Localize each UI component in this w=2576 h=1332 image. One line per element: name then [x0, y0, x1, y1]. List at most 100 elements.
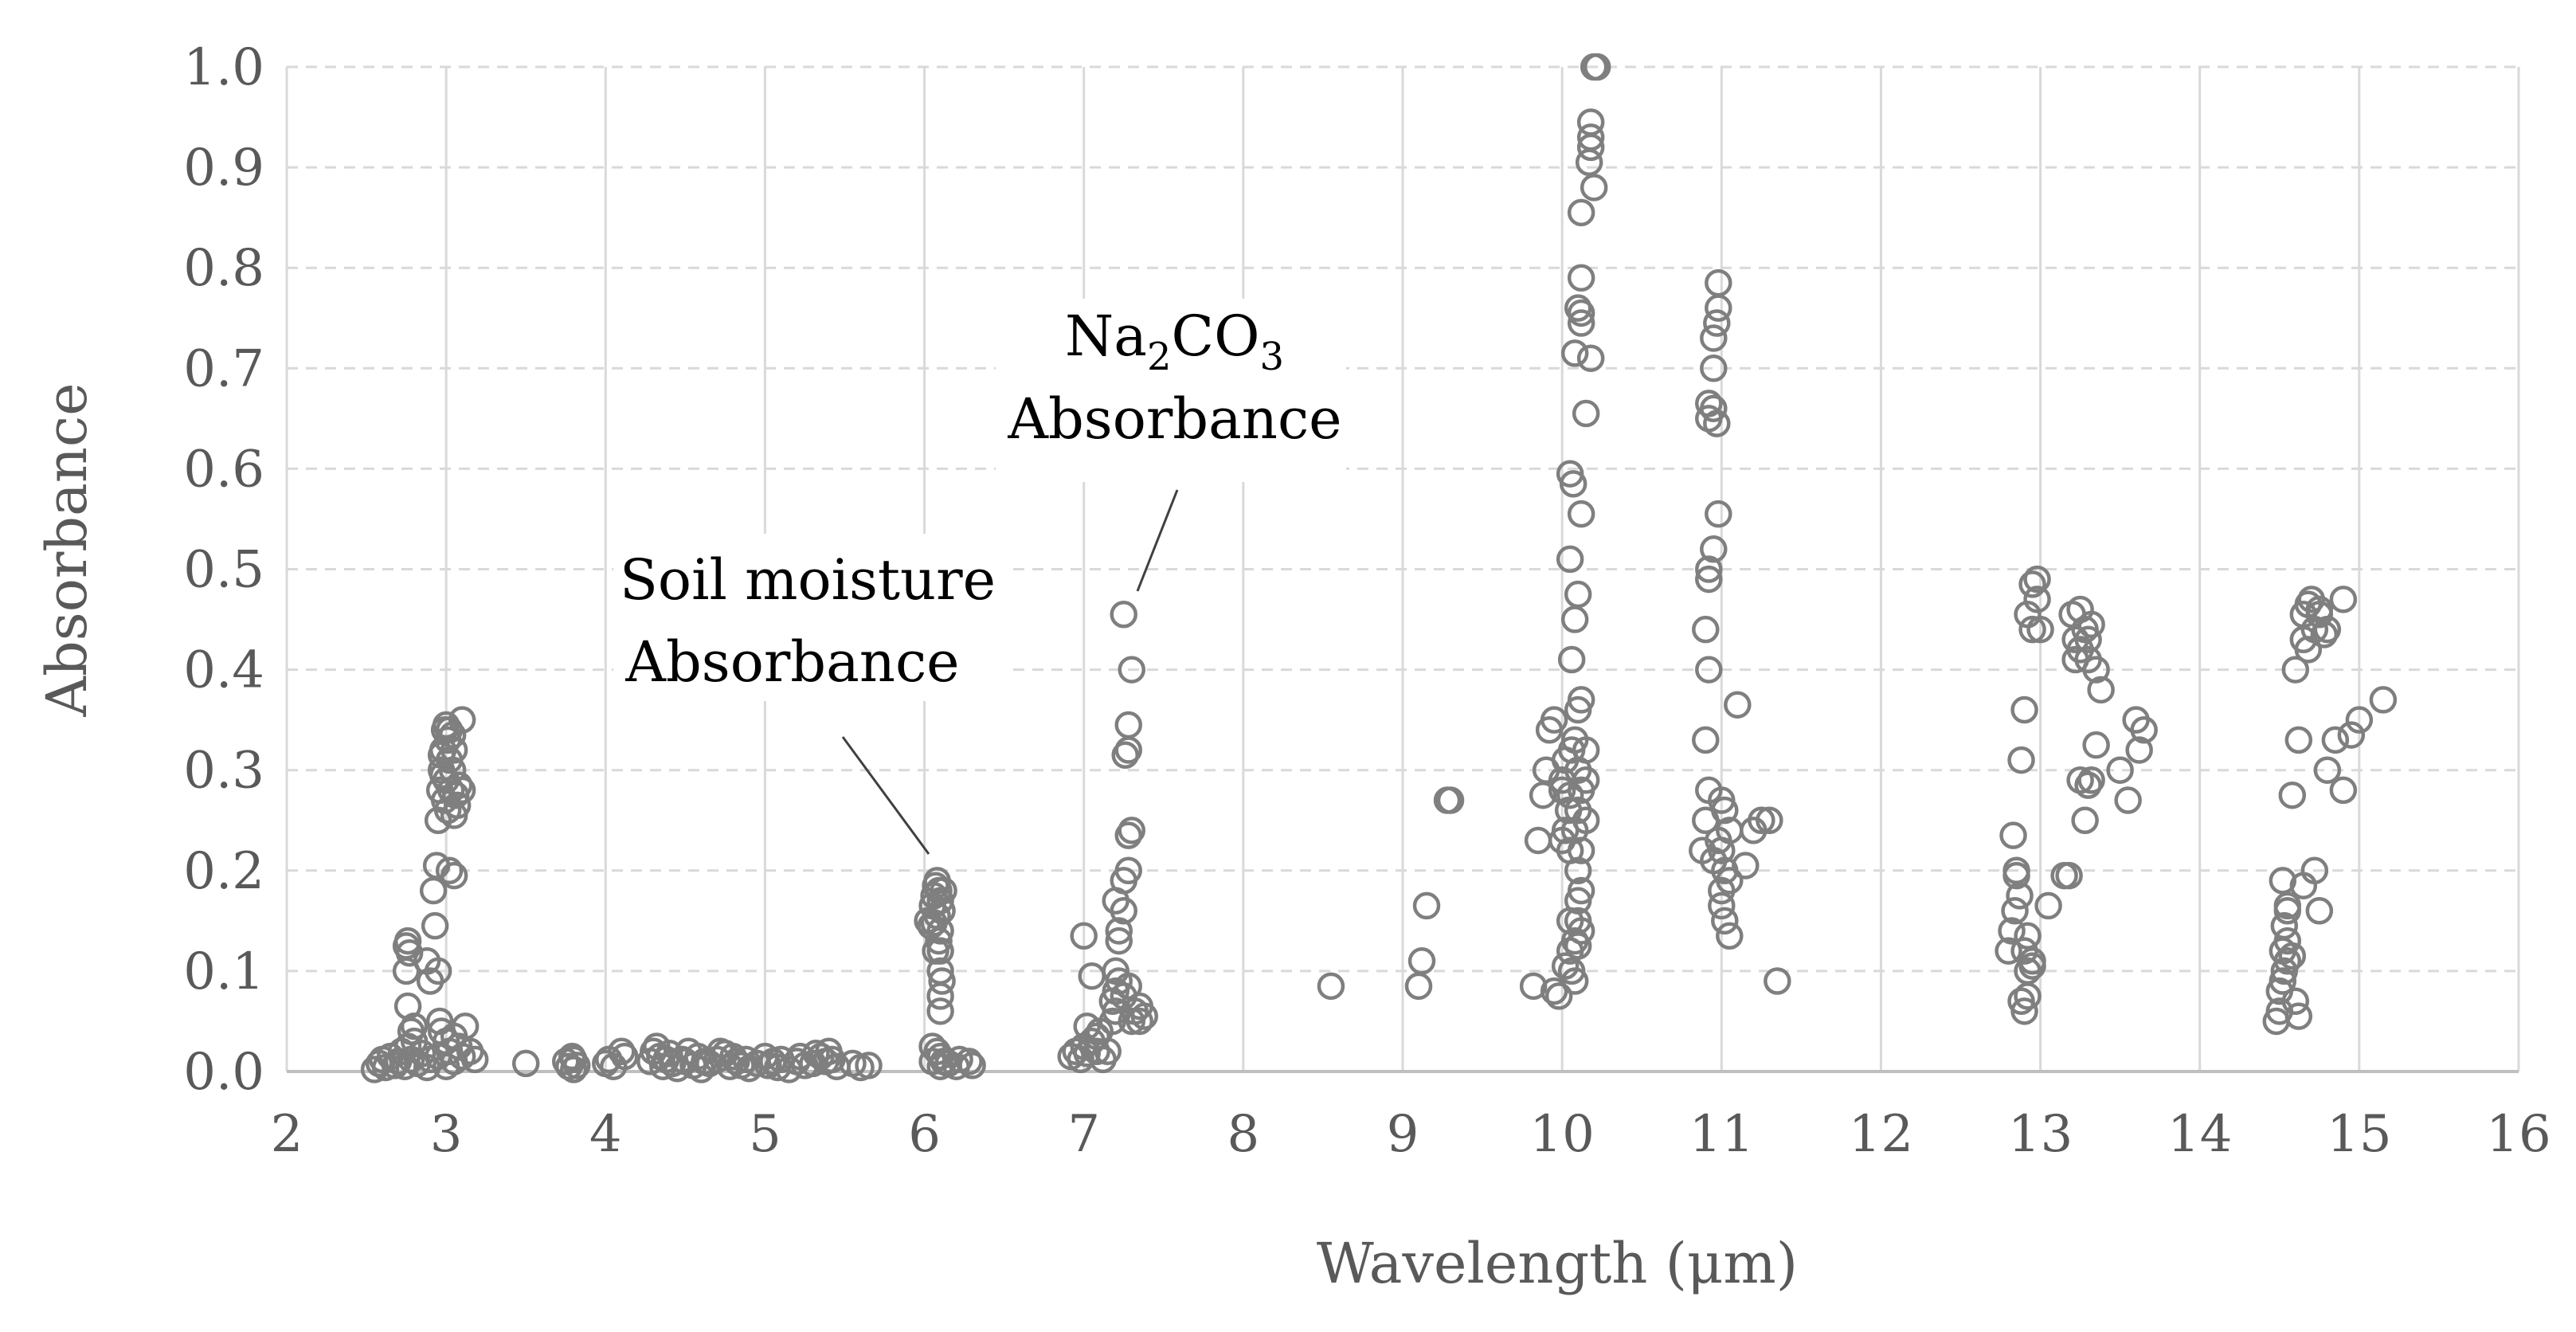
data-point	[2294, 636, 2323, 664]
data-point	[2270, 911, 2299, 940]
data-point	[1705, 500, 1732, 528]
data-point	[1540, 706, 1568, 734]
x-tick-label: 7	[1067, 1105, 1100, 1164]
data-point	[1110, 896, 1137, 925]
data-point	[2023, 565, 2051, 594]
data-point	[2305, 896, 2334, 925]
data-point	[928, 967, 956, 995]
data-point	[1564, 294, 1592, 322]
x-tick-label: 2	[271, 1105, 303, 1164]
data-point	[1700, 324, 1728, 352]
data-point	[460, 1045, 489, 1074]
data-point	[1560, 967, 1589, 995]
data-point	[1130, 1002, 1159, 1030]
x-tick-label: 8	[1227, 1105, 1259, 1164]
data-point	[1114, 972, 1143, 1001]
annotation-soil-moisture: Soil moisture Absorbance	[613, 534, 1012, 855]
data-point	[1711, 907, 1739, 935]
annotation-soil-bg	[613, 534, 1012, 701]
y-tick-label: 0.3	[183, 742, 264, 801]
data-point	[1564, 580, 1592, 609]
x-tick-label: 4	[589, 1105, 622, 1164]
data-point	[2082, 656, 2110, 684]
data-point	[2313, 756, 2342, 784]
data-point	[1567, 500, 1595, 528]
data-point	[2281, 656, 2310, 684]
y-tick-label: 0.8	[183, 239, 264, 298]
data-point	[1114, 711, 1143, 739]
data-point	[2281, 987, 2310, 1015]
x-tick-label: 12	[1849, 1105, 1913, 1164]
data-point	[1700, 535, 1728, 563]
data-point	[451, 1013, 480, 1040]
data-point	[1692, 615, 1720, 644]
annotation-na2co3: Na2CO3 Absorbance	[996, 299, 1346, 592]
data-point	[2369, 686, 2398, 714]
annotation-na2co3-bg	[996, 299, 1346, 482]
data-point	[1580, 174, 1608, 202]
data-point	[754, 1052, 782, 1079]
data-point	[2034, 891, 2062, 920]
x-axis-title: Wavelength (μm)	[1317, 1231, 1798, 1296]
data-point	[440, 736, 468, 764]
data-point	[1700, 846, 1728, 875]
data-point	[1118, 817, 1146, 844]
y-tick-label: 0.1	[183, 942, 264, 1001]
data-point	[955, 1048, 983, 1075]
data-point	[1764, 967, 1791, 995]
data-point	[922, 937, 949, 965]
data-point	[1748, 806, 1775, 834]
annotation-soil-line1: Soil moisture	[620, 547, 996, 613]
data-point	[2002, 861, 2030, 890]
data-point	[1576, 344, 1605, 372]
data-point	[2001, 896, 2029, 925]
data-point	[1705, 826, 1732, 855]
data-point	[1564, 932, 1592, 960]
formula-sub-3: 3	[1259, 335, 1284, 379]
data-point	[1567, 198, 1595, 227]
data-point	[1105, 917, 1133, 945]
data-point	[1551, 952, 1580, 980]
data-point	[2018, 615, 2046, 644]
data-point	[1567, 309, 1595, 337]
data-point	[1567, 836, 1595, 864]
data-point	[419, 876, 448, 905]
data-point	[1412, 891, 1441, 920]
data-point	[2007, 746, 2035, 774]
y-tick-label: 0.6	[183, 440, 264, 499]
data-point	[2077, 610, 2105, 639]
x-tick-label: 3	[430, 1105, 463, 1164]
y-tick-label: 0.7	[183, 339, 264, 398]
data-point	[1544, 982, 1573, 1010]
data-point	[958, 1052, 986, 1079]
data-point	[2278, 942, 2307, 970]
data-point	[1082, 1037, 1110, 1066]
data-point	[2106, 756, 2134, 784]
data-point	[2289, 872, 2318, 899]
data-point	[448, 776, 476, 805]
data-point	[2269, 967, 2297, 995]
data-point	[1708, 891, 1736, 920]
data-point	[2071, 806, 2099, 834]
data-point	[2010, 997, 2038, 1025]
data-point	[1073, 1013, 1101, 1040]
data-point	[1564, 856, 1592, 885]
data-point	[1317, 972, 1345, 1001]
data-point	[1407, 947, 1436, 975]
data-point	[1756, 806, 1783, 834]
data-point	[2014, 922, 2042, 950]
data-point	[2014, 982, 2042, 1010]
data-point	[1114, 821, 1143, 849]
data-point	[511, 1049, 540, 1078]
data-point	[926, 982, 954, 1010]
data-points	[360, 53, 2398, 1083]
data-point	[395, 938, 424, 967]
formula-co: CO	[1172, 304, 1260, 369]
data-point	[438, 721, 467, 749]
data-point	[2018, 952, 2046, 980]
data-point	[1999, 821, 2027, 849]
data-point	[818, 1045, 846, 1074]
data-point	[2284, 1002, 2313, 1030]
data-point	[421, 911, 449, 940]
data-point	[1111, 741, 1140, 770]
